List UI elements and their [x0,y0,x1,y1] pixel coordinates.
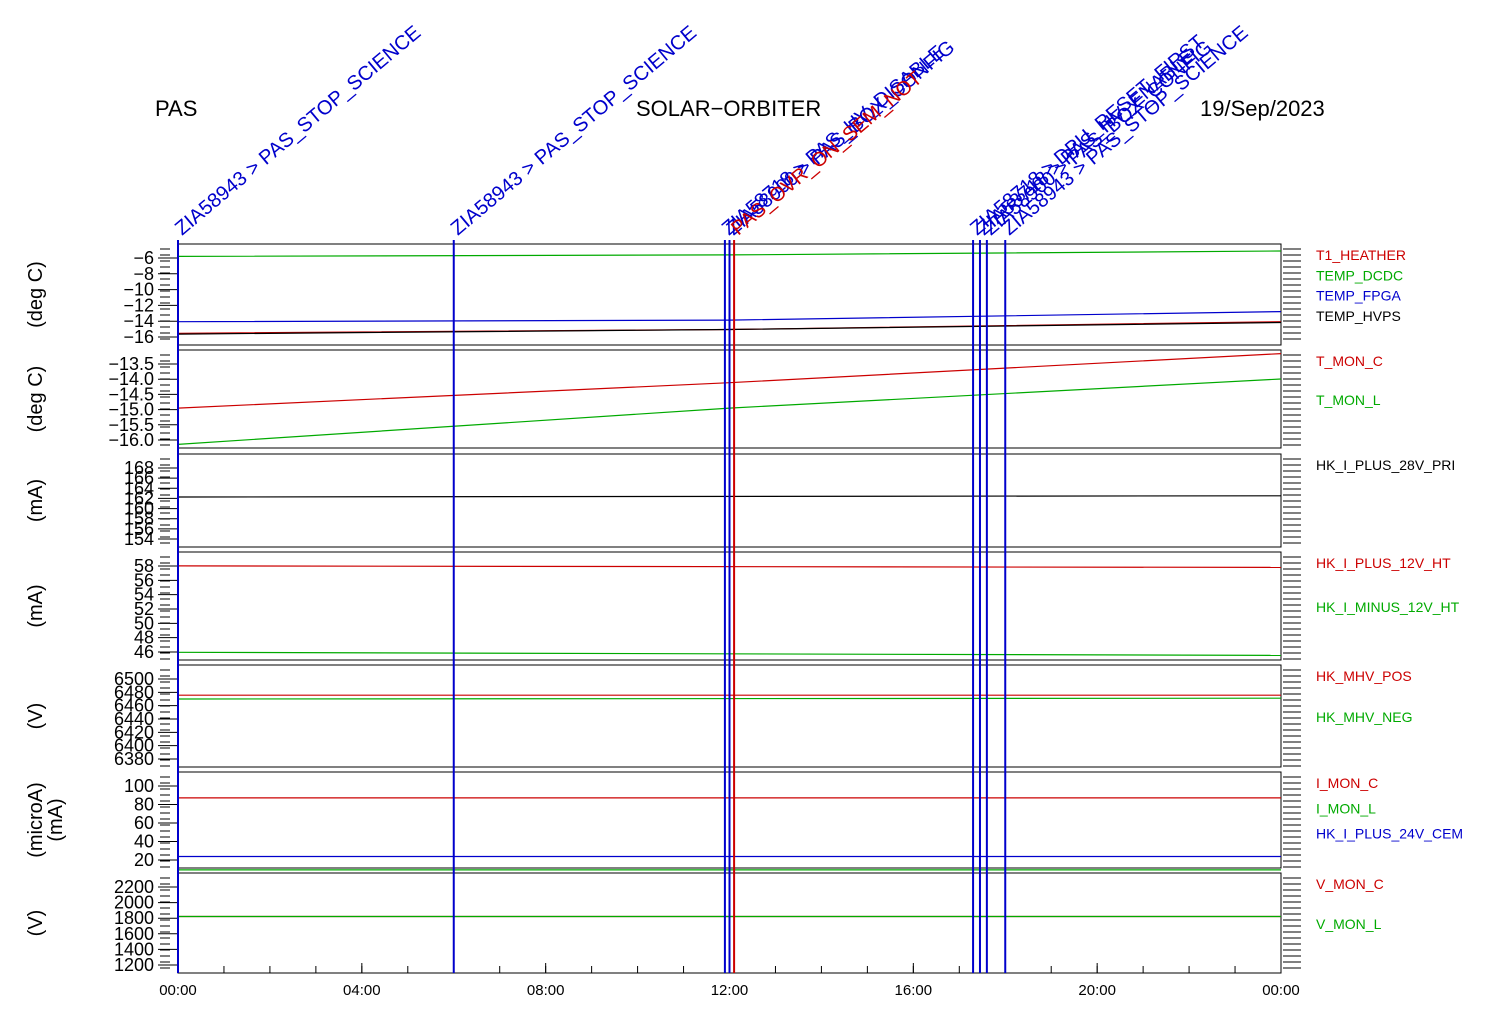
x-tick-label: 12:00 [711,982,749,999]
mission-label: SOLAR−ORBITER [636,96,822,121]
x-tick-label: 16:00 [895,982,933,999]
y-tick-label: −8 [133,264,154,284]
y-tick-label: 6460 [114,696,154,716]
y-tick-label: −10 [123,280,154,300]
legend-label: HK_I_PLUS_28V_PRI [1316,457,1455,473]
y-tick-label: −14 [123,311,154,331]
event-label: ZIA58943 > PAS_STOP_SCIENCE [447,22,701,240]
legend-label: T_MON_L [1316,392,1381,408]
y-tick-label: 6380 [114,749,154,769]
y-tick-label: 162 [124,488,154,508]
instrument-label: PAS [155,96,198,121]
y-tick-label: 6420 [114,722,154,742]
y-axis-label: (deg C) [25,366,47,433]
y-tick-label: 160 [124,499,154,519]
y-tick-label: −16 [123,327,154,347]
y-tick-label: 1400 [114,939,154,959]
legend-label: I_MON_C [1316,775,1378,791]
x-tick-label: 00:00 [159,982,197,999]
y-axis-label: (deg C) [25,261,47,328]
x-tick-label: 04:00 [343,982,381,999]
y-tick-label: 60 [134,813,154,833]
y-tick-label: 56 [134,570,154,590]
y-tick-label: 40 [134,832,154,852]
y-tick-label: 6500 [114,669,154,689]
y-tick-label: 2200 [114,877,154,897]
event-label: ZIA58943 > PAS_STOP_SCIENCE [998,22,1252,240]
y-tick-label: −15.0 [108,400,154,420]
y-tick-label: −6 [133,248,154,268]
y-tick-label: 58 [134,556,154,576]
y-tick-label: 154 [124,529,154,549]
y-tick-label: 80 [134,795,154,815]
y-axis-label: (microA) [25,782,47,858]
legend-label: V_MON_L [1316,916,1382,932]
y-tick-label: 2000 [114,893,154,913]
y-tick-label: −14.5 [108,384,154,404]
event-label: PAS_OVR_ON_SEM_NOT [727,67,926,239]
y-tick-label: 158 [124,509,154,529]
legend-label: TEMP_HVPS [1316,308,1401,324]
legend-label: HK_MHV_NEG [1316,709,1412,725]
y-tick-label: −14.0 [108,369,154,389]
y-tick-label: 6480 [114,682,154,702]
event-label: ZIA58943 > PAS_STOP_SCIENCE [171,22,425,240]
y-axis-label: (V) [25,910,47,937]
y-tick-label: 50 [134,613,154,633]
y-axis-label: (mA) [25,479,47,522]
legend-label: V_MON_C [1316,876,1384,892]
y-tick-label: 168 [124,458,154,478]
y-tick-label: 6400 [114,736,154,756]
y-tick-label: 1200 [114,955,154,975]
y-tick-label: −12 [123,295,154,315]
legend-label: HK_I_PLUS_12V_HT [1316,555,1451,571]
y-tick-label: 48 [134,628,154,648]
legend-label: T_MON_C [1316,353,1383,369]
x-tick-label: 20:00 [1078,982,1116,999]
legend-label: HK_MHV_POS [1316,668,1412,684]
legend-label: HK_I_MINUS_12V_HT [1316,599,1460,615]
y-tick-label: 1600 [114,924,154,944]
y-tick-label: 166 [124,468,154,488]
legend-label: HK_I_PLUS_24V_CEM [1316,826,1463,842]
legend-label: T1_HEATHER [1316,247,1406,263]
legend-label: TEMP_DCDC [1316,267,1403,283]
y-tick-label: 20 [134,850,154,870]
legend-label: I_MON_L [1316,800,1376,816]
y-tick-label: −13.5 [108,354,154,374]
y-tick-label: 54 [134,585,154,605]
y-tick-label: 6440 [114,709,154,729]
y-tick-label: 164 [124,478,154,498]
y-tick-label: −15.5 [108,415,154,435]
date-label: 19/Sep/2023 [1200,96,1325,121]
y-axis-label: (mA) [25,584,47,627]
y-tick-label: −16.0 [108,430,154,450]
legend-label: TEMP_FPGA [1316,288,1401,304]
x-tick-label: 08:00 [527,982,565,999]
y-tick-label: 100 [124,776,154,796]
y-axis-label: (V) [25,703,47,730]
y-tick-label: 46 [134,642,154,662]
y-axis-label: (mA) [45,798,67,841]
y-tick-label: 1800 [114,908,154,928]
x-tick-label: 00:00 [1262,982,1300,999]
y-tick-label: 156 [124,519,154,539]
y-tick-label: 52 [134,599,154,619]
